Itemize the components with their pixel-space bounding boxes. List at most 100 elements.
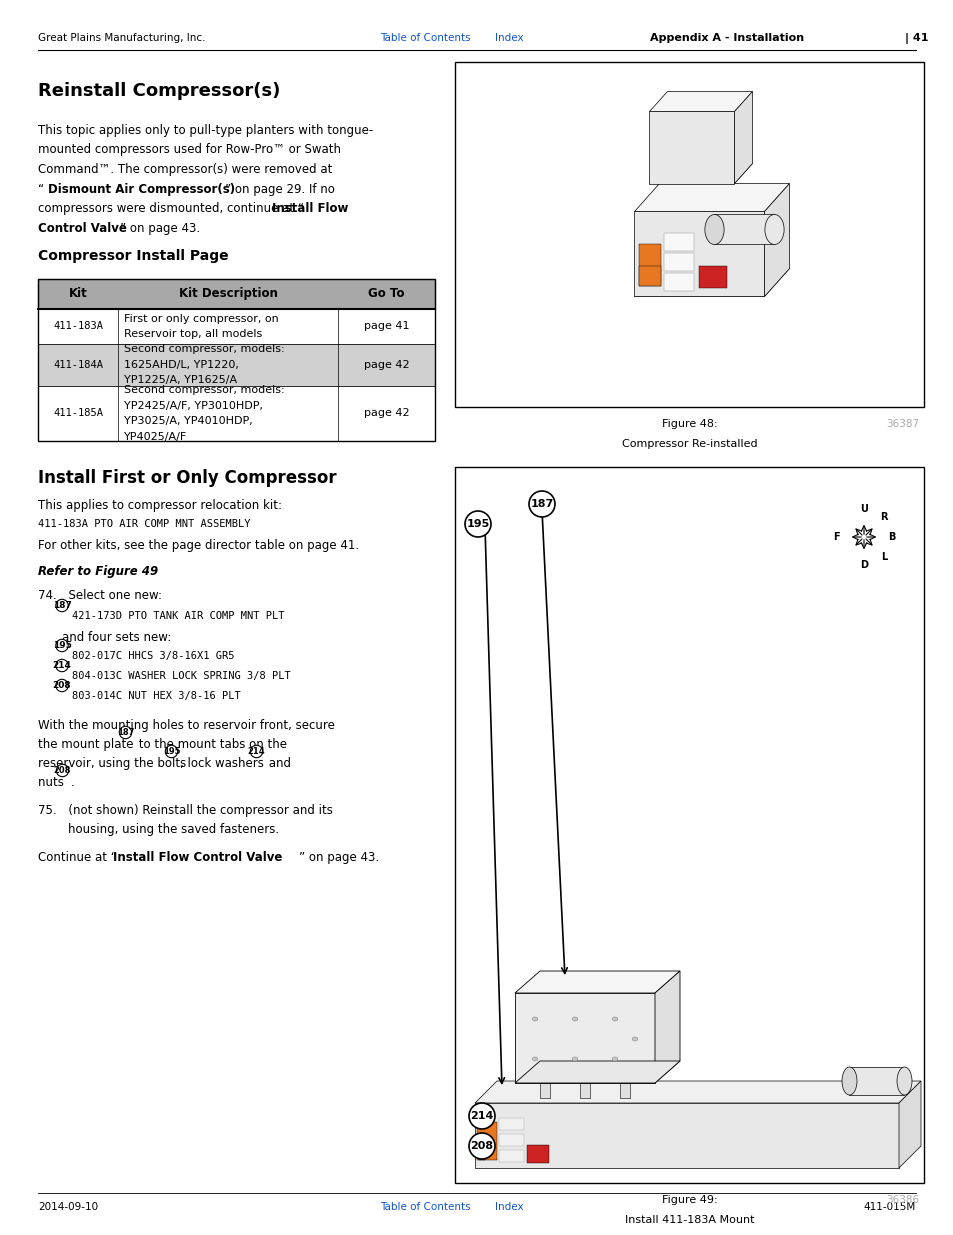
Text: | 41: | 41 <box>904 32 927 43</box>
Text: YP1225/A, YP1625/A: YP1225/A, YP1625/A <box>124 375 237 385</box>
Bar <box>526 1145 548 1163</box>
Bar <box>38 385 435 441</box>
Polygon shape <box>649 111 734 184</box>
Text: “: “ <box>38 183 44 195</box>
Circle shape <box>250 745 262 758</box>
Text: Install 411-183A Mount: Install 411-183A Mount <box>624 1215 754 1225</box>
Circle shape <box>55 679 68 692</box>
Polygon shape <box>634 211 763 296</box>
Circle shape <box>55 659 68 672</box>
Bar <box>476 1123 497 1160</box>
Text: 74. Select one new:: 74. Select one new: <box>38 589 162 601</box>
Text: YP2425/A/F, YP3010HDP,: YP2425/A/F, YP3010HDP, <box>124 400 263 410</box>
Text: 1625AHD/L, YP1220,: 1625AHD/L, YP1220, <box>124 359 238 369</box>
Text: ” on page 29. If no: ” on page 29. If no <box>225 183 335 195</box>
Polygon shape <box>515 971 679 993</box>
Text: the mount plate: the mount plate <box>38 739 137 751</box>
Text: D: D <box>859 559 867 571</box>
Text: Table of Contents: Table of Contents <box>379 33 470 43</box>
Bar <box>639 245 660 287</box>
Text: reservoir, using the bolts: reservoir, using the bolts <box>38 757 190 769</box>
Text: Kit: Kit <box>69 288 88 300</box>
Text: Figure 48:: Figure 48: <box>661 419 717 429</box>
Ellipse shape <box>612 1057 618 1061</box>
Text: 411-184A: 411-184A <box>53 359 103 369</box>
Text: Install First or Only Compressor: Install First or Only Compressor <box>38 469 336 487</box>
Text: 195: 195 <box>52 641 71 650</box>
Text: Figure 49:: Figure 49: <box>661 1195 717 1205</box>
Bar <box>664 273 694 291</box>
Text: ” on page 43.: ” on page 43. <box>298 851 378 864</box>
Text: Reservoir top, all models: Reservoir top, all models <box>124 329 262 340</box>
Text: housing, using the saved fasteners.: housing, using the saved fasteners. <box>38 823 279 836</box>
Text: 803-014C NUT HEX 3/8-16 PLT: 803-014C NUT HEX 3/8-16 PLT <box>71 692 240 701</box>
Ellipse shape <box>532 1016 537 1021</box>
Text: 214: 214 <box>52 661 71 671</box>
Circle shape <box>55 640 68 652</box>
Text: 208: 208 <box>470 1141 493 1151</box>
Text: Compressor Install Page: Compressor Install Page <box>38 248 229 263</box>
Text: For other kits, see the page director table on page 41.: For other kits, see the page director ta… <box>38 538 358 552</box>
Circle shape <box>165 745 177 758</box>
Text: mounted compressors used for Row-Pro™ or Swath: mounted compressors used for Row-Pro™ or… <box>38 143 340 157</box>
Text: .: . <box>71 776 74 789</box>
Text: 411-183A: 411-183A <box>53 321 103 331</box>
Polygon shape <box>515 993 655 1083</box>
Ellipse shape <box>896 1067 911 1095</box>
Text: page 42: page 42 <box>363 409 409 419</box>
Polygon shape <box>763 184 789 296</box>
Text: and: and <box>265 757 291 769</box>
Bar <box>455 62 923 408</box>
Text: page 41: page 41 <box>363 321 409 331</box>
Text: Appendix A - Installation: Appendix A - Installation <box>649 33 803 43</box>
Circle shape <box>119 726 132 739</box>
Ellipse shape <box>764 215 783 245</box>
Polygon shape <box>515 1061 679 1083</box>
Ellipse shape <box>572 1057 578 1061</box>
Text: to the mount tabs on the: to the mount tabs on the <box>135 739 287 751</box>
Text: Control Valve: Control Valve <box>38 221 127 235</box>
Bar <box>498 1134 523 1146</box>
Text: Second compressor, models:: Second compressor, models: <box>124 345 284 354</box>
Bar <box>38 343 435 385</box>
Circle shape <box>56 764 69 777</box>
Ellipse shape <box>572 1016 578 1021</box>
Text: 421-173D PTO TANK AIR COMP MNT PLT: 421-173D PTO TANK AIR COMP MNT PLT <box>71 611 284 621</box>
Polygon shape <box>539 1083 550 1098</box>
Bar <box>498 1150 523 1162</box>
Bar <box>714 215 774 245</box>
Text: This applies to compressor relocation kit:: This applies to compressor relocation ki… <box>38 499 282 513</box>
Text: page 42: page 42 <box>363 359 409 369</box>
Text: L: L <box>880 552 886 562</box>
Bar <box>664 253 694 272</box>
Text: With the mounting holes to reservoir front, secure: With the mounting holes to reservoir fro… <box>38 719 335 732</box>
Polygon shape <box>649 163 752 184</box>
Circle shape <box>469 1132 495 1158</box>
Text: 187: 187 <box>116 727 134 737</box>
Ellipse shape <box>841 1067 856 1095</box>
Ellipse shape <box>704 215 723 245</box>
Polygon shape <box>579 1083 589 1098</box>
Circle shape <box>464 511 491 537</box>
Bar <box>478 1140 484 1160</box>
Text: Great Plains Manufacturing, Inc.: Great Plains Manufacturing, Inc. <box>38 33 205 43</box>
Text: and four sets new:: and four sets new: <box>62 631 172 643</box>
Polygon shape <box>655 971 679 1083</box>
Bar <box>848 1067 903 1095</box>
Text: compressors were dismounted, continue at “: compressors were dismounted, continue at… <box>38 203 304 215</box>
Bar <box>455 467 923 1183</box>
Text: 2014-09-10: 2014-09-10 <box>38 1202 98 1212</box>
Text: 208: 208 <box>52 680 71 690</box>
Text: 36387: 36387 <box>885 419 918 429</box>
Text: Go To: Go To <box>368 288 404 300</box>
Text: Install Flow: Install Flow <box>272 203 348 215</box>
Text: 802-017C HHCS 3/8-16X1 GR5: 802-017C HHCS 3/8-16X1 GR5 <box>71 651 234 661</box>
Ellipse shape <box>532 1057 537 1061</box>
Circle shape <box>55 599 68 611</box>
Circle shape <box>469 1103 495 1129</box>
Bar <box>639 267 660 287</box>
Text: This topic applies only to pull-type planters with tongue-: This topic applies only to pull-type pla… <box>38 124 373 137</box>
Text: 187: 187 <box>52 601 71 610</box>
Text: nuts: nuts <box>38 776 68 789</box>
Text: 411-015M: 411-015M <box>862 1202 915 1212</box>
